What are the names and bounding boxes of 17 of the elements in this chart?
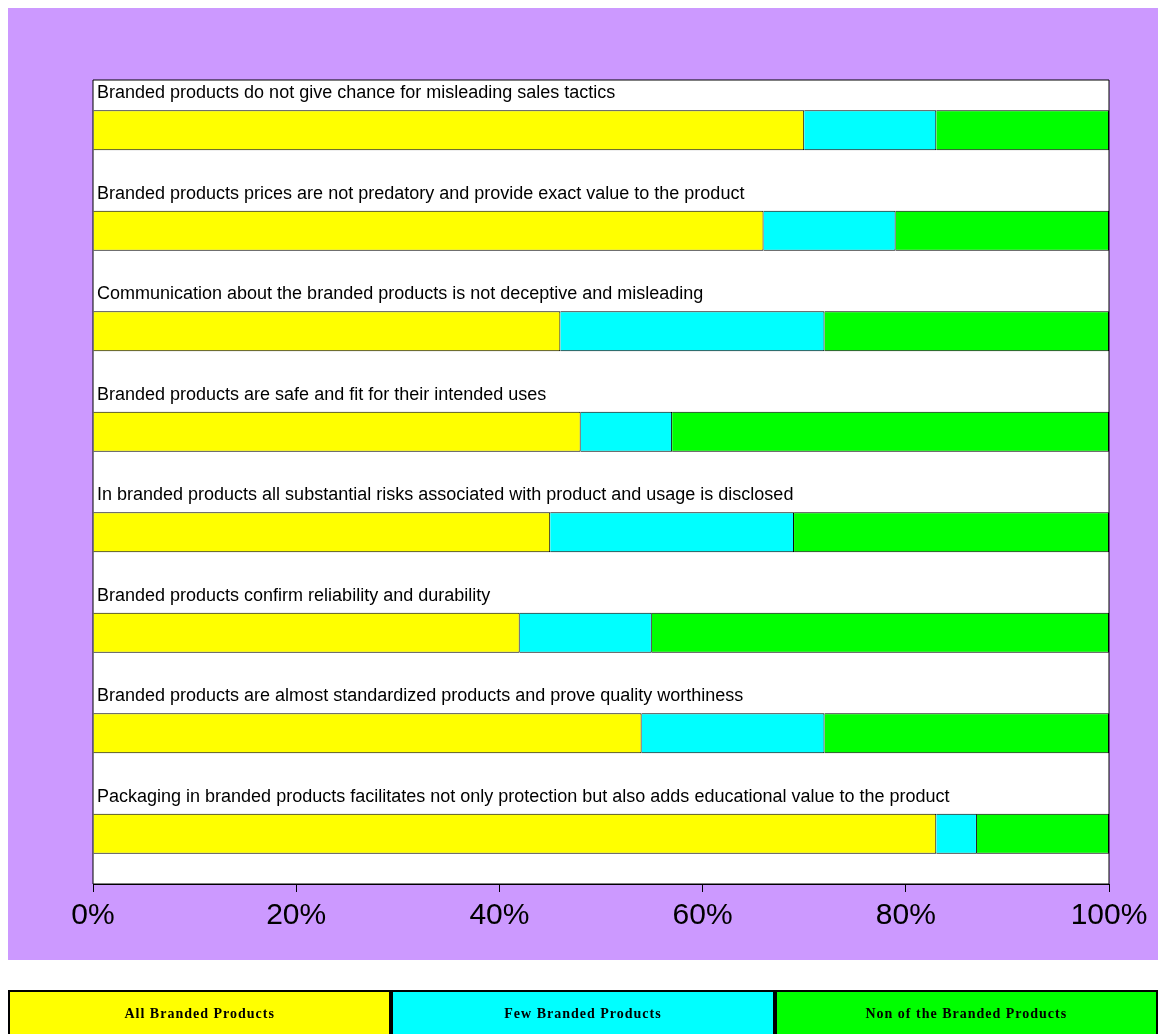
y-tick-label: In branded products all substantial risks associated with product and usage is disclosed xyxy=(97,484,794,505)
y-tick-label: Branded products are safe and fit for their intended uses xyxy=(97,383,547,404)
y-tick-label: Branded products are almost standardized products and prove quality worthiness xyxy=(97,685,744,706)
y-tick-label: Branded products prices are not predatory and provide exact value to the product xyxy=(97,182,745,203)
y-tick-label: Branded products do not give chance for misleading sales tactics xyxy=(97,82,616,103)
text: Few Branded Products xyxy=(391,990,775,1034)
text: Non of the Branded Products xyxy=(774,990,1158,1034)
x-tick-label: 60% xyxy=(672,897,733,931)
text: All Branded Products xyxy=(8,990,392,1034)
x-tick-label: 40% xyxy=(469,897,530,931)
y-tick-label: Communication about the branded products is not deceptive and misleading xyxy=(97,283,704,304)
x-tick-label: 100% xyxy=(1070,897,1148,931)
x-tick-label: 0% xyxy=(71,897,115,931)
x-tick-label: 20% xyxy=(266,897,327,931)
y-tick-label: Branded products confirm reliability and durability xyxy=(97,584,491,605)
y-tick-label: Packaging in branded products facilitates not only protection but also adds educational value to the product xyxy=(97,785,950,806)
x-tick-label: 80% xyxy=(875,897,936,931)
